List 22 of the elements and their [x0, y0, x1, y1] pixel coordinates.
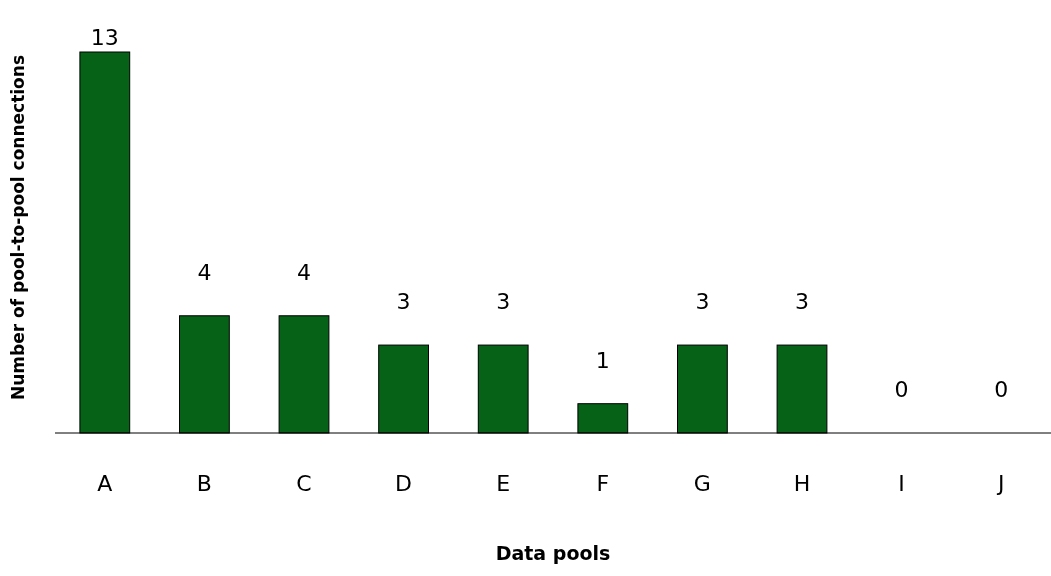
x-tick-label: G — [693, 471, 711, 496]
data-label: 3 — [396, 289, 411, 315]
data-label: 4 — [297, 259, 311, 285]
x-tick-label: F — [596, 471, 610, 496]
x-tick-label: J — [995, 471, 1005, 496]
data-label: 0 — [894, 377, 909, 402]
data-label: 0 — [994, 377, 1009, 402]
x-tick-label: I — [898, 471, 905, 496]
x-tick-label: D — [395, 471, 413, 496]
x-tick-label: C — [296, 471, 312, 496]
data-label: 4 — [197, 259, 212, 285]
x-tick-label: H — [793, 471, 811, 496]
data-label: 1 — [595, 347, 610, 373]
y-axis-title: Number of pool-to-pool connections — [8, 54, 28, 401]
data-label: 3 — [795, 289, 809, 315]
data-label: 13 — [90, 25, 119, 50]
data-label: 3 — [695, 289, 710, 315]
x-tick-label: A — [97, 471, 113, 496]
x-tick-label: E — [496, 471, 511, 496]
data-label: 3 — [496, 289, 511, 315]
x-tick-label: B — [196, 471, 212, 496]
x-axis-title: Data pools — [495, 542, 611, 564]
